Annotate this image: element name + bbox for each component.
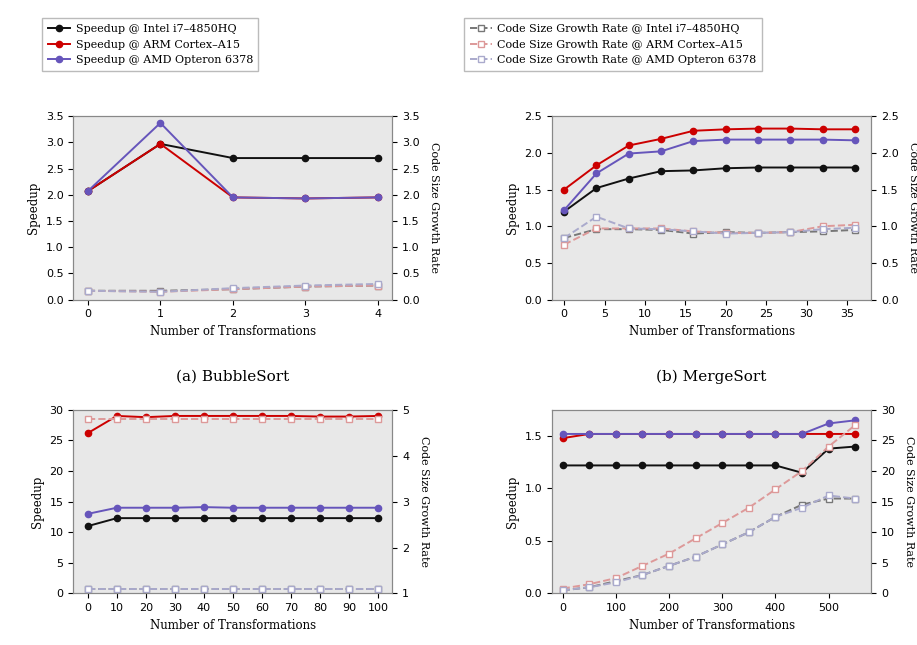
Text: (a) BubbleSort: (a) BubbleSort: [176, 370, 290, 383]
Y-axis label: Speedup: Speedup: [31, 475, 44, 528]
Legend: Speedup @ Intel i7–4850HQ, Speedup @ ARM Cortex–A15, Speedup @ AMD Opteron 6378: Speedup @ Intel i7–4850HQ, Speedup @ ARM…: [42, 19, 259, 71]
X-axis label: Number of Transformations: Number of Transformations: [149, 325, 316, 338]
Y-axis label: Speedup: Speedup: [506, 475, 519, 528]
Y-axis label: Code Size Growth Rate: Code Size Growth Rate: [908, 143, 917, 273]
Y-axis label: Speedup: Speedup: [28, 182, 40, 234]
Legend: Code Size Growth Rate @ Intel i7–4850HQ, Code Size Growth Rate @ ARM Cortex–A15,: Code Size Growth Rate @ Intel i7–4850HQ,…: [464, 19, 762, 71]
X-axis label: Number of Transformations: Number of Transformations: [149, 619, 316, 631]
Y-axis label: Speedup: Speedup: [506, 182, 519, 234]
X-axis label: Number of Transformations: Number of Transformations: [628, 619, 795, 631]
Y-axis label: Code Size Growth Rate: Code Size Growth Rate: [429, 143, 439, 273]
Text: (b) MergeSort: (b) MergeSort: [657, 370, 767, 384]
Y-axis label: Code Size Growth Rate: Code Size Growth Rate: [904, 436, 914, 567]
Y-axis label: Code Size Growth Rate: Code Size Growth Rate: [419, 436, 429, 567]
X-axis label: Number of Transformations: Number of Transformations: [628, 325, 795, 338]
